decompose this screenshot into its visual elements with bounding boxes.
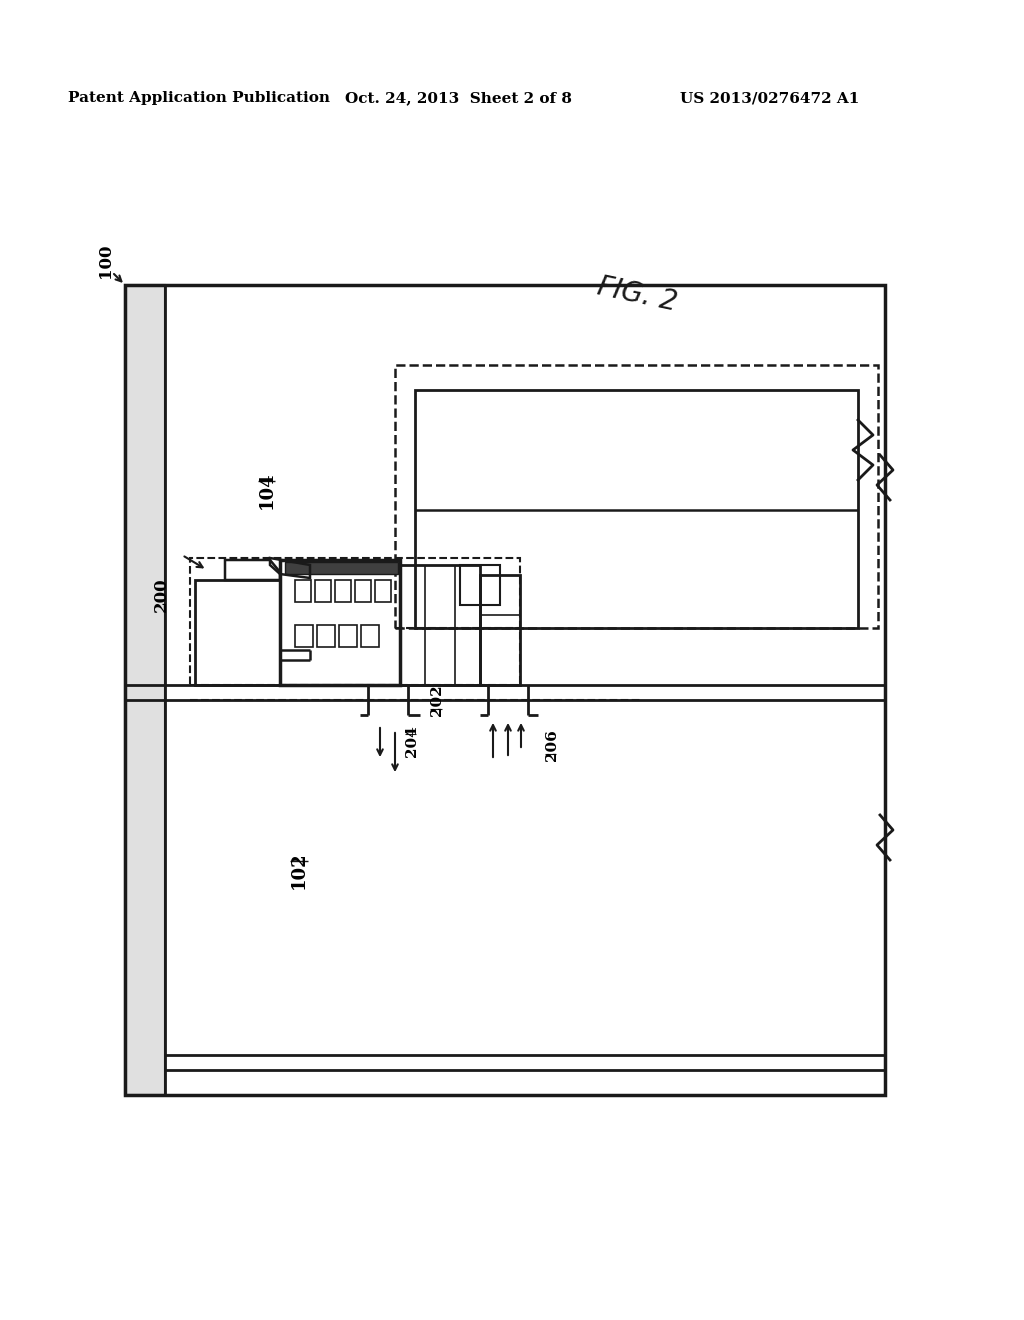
Bar (415, 389, 858, 628)
Bar (335, 579, 351, 602)
Text: FIG. 2: FIG. 2 (595, 273, 680, 317)
Bar (480, 576, 520, 685)
Bar (195, 579, 280, 685)
Text: 202: 202 (430, 684, 444, 715)
Bar (190, 558, 520, 685)
Bar (460, 565, 500, 605)
Text: 100: 100 (97, 243, 114, 279)
Bar (280, 560, 400, 685)
Bar (361, 624, 379, 647)
Text: 200: 200 (153, 578, 170, 612)
Text: US 2013/0276472 A1: US 2013/0276472 A1 (680, 91, 859, 106)
Bar (339, 624, 357, 647)
Bar (295, 624, 313, 647)
Text: Oct. 24, 2013  Sheet 2 of 8: Oct. 24, 2013 Sheet 2 of 8 (345, 91, 572, 106)
Bar (125, 285, 885, 1096)
Bar (125, 285, 165, 1096)
Bar (317, 624, 335, 647)
Bar (355, 579, 371, 602)
Bar (315, 579, 331, 602)
Bar (295, 579, 311, 602)
Bar (400, 565, 480, 685)
Text: 102: 102 (290, 851, 308, 888)
Text: 104: 104 (258, 471, 276, 508)
Text: 204: 204 (406, 725, 419, 756)
Bar (375, 579, 391, 602)
Text: 206: 206 (545, 729, 559, 760)
Bar (395, 366, 878, 628)
Bar (285, 562, 398, 574)
Text: Patent Application Publication: Patent Application Publication (68, 91, 330, 106)
